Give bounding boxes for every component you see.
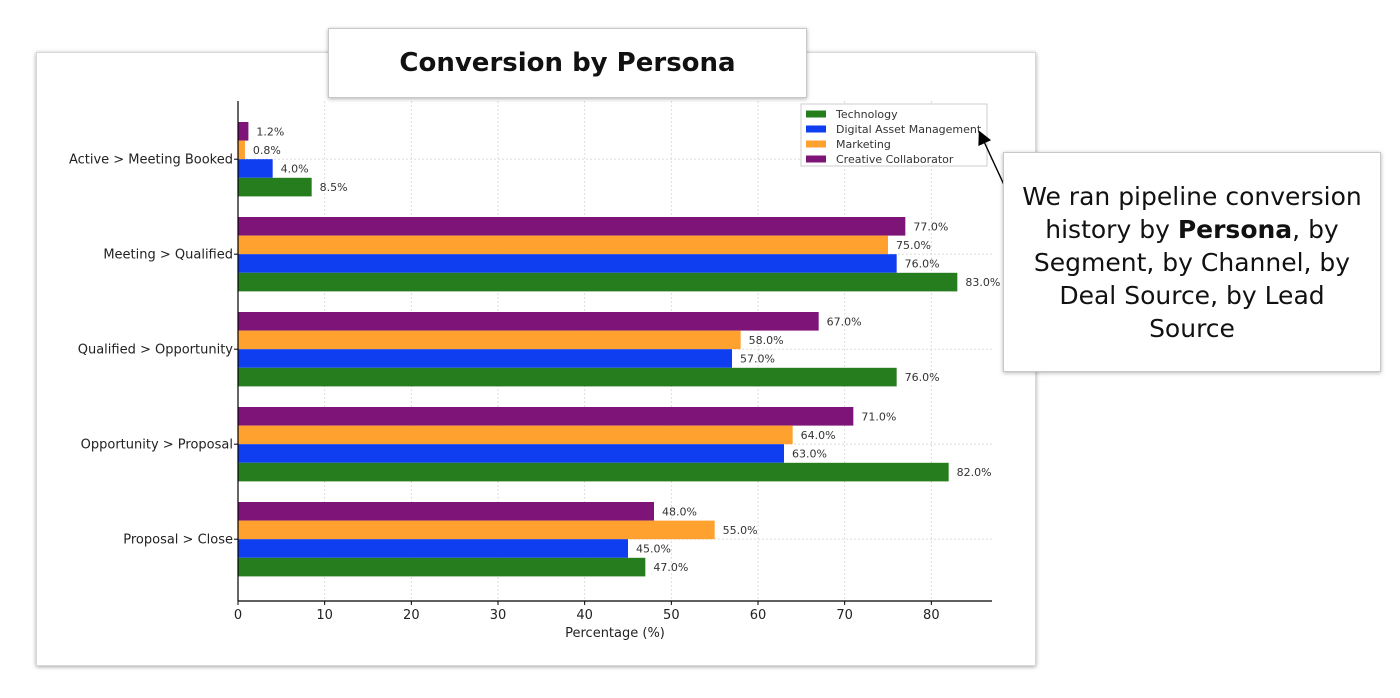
x-tick-label: 30 — [490, 608, 507, 623]
bar-technology — [238, 367, 897, 387]
bar-value-label: 45.0% — [636, 543, 671, 556]
bar-value-label: 75.0% — [896, 239, 931, 252]
bar-value-label: 8.5% — [320, 181, 348, 194]
bar-technology — [238, 177, 312, 197]
legend-entry: Digital Asset Management — [836, 123, 982, 136]
callout-line1: We ran pipeline conversion history by — [1022, 181, 1362, 244]
x-tick-label: 10 — [316, 608, 333, 623]
bar-value-label: 58.0% — [749, 334, 784, 347]
bar-digital-asset-management — [238, 349, 732, 368]
legend-entry: Technology — [835, 108, 898, 121]
bar-value-label: 77.0% — [913, 220, 948, 233]
bar-value-label: 55.0% — [723, 524, 758, 537]
bar-value-label: 82.0% — [957, 466, 992, 479]
bar-creative-collaborator — [238, 312, 819, 331]
x-tick-label: 70 — [836, 608, 853, 623]
legend-swatch — [806, 140, 826, 148]
bar-creative-collaborator — [238, 407, 854, 426]
bar-digital-asset-management — [238, 539, 628, 558]
bar-digital-asset-management — [238, 159, 273, 178]
legend-entry: Creative Collaborator — [836, 153, 954, 166]
chart-frame: 1.2% 0.8% 4.0% 8.5% 77.0% 75.0% 76.0% 83.0% 67.0… — [36, 52, 1036, 666]
bar-value-label: 57.0% — [740, 353, 775, 366]
bar-digital-asset-management — [238, 254, 897, 273]
x-tick-label: 20 — [403, 608, 420, 623]
bar-value-label: 47.0% — [653, 561, 688, 574]
bar-value-label: 76.0% — [905, 371, 940, 384]
x-axis-label: Percentage (%) — [565, 626, 665, 641]
category-tick-label: Active > Meeting Booked — [69, 153, 233, 168]
bar-marketing — [238, 330, 741, 350]
x-tick-label: 0 — [234, 608, 242, 623]
bar-technology — [238, 272, 958, 292]
bar-marketing — [238, 140, 245, 160]
x-tick-label: 60 — [750, 608, 767, 623]
x-tick-label: 40 — [576, 608, 593, 623]
bar-value-label: 48.0% — [662, 505, 697, 518]
bar-creative-collaborator — [238, 122, 249, 141]
bar-value-label: 4.0% — [281, 163, 309, 176]
bar-technology — [238, 462, 949, 482]
legend-swatch — [806, 110, 826, 118]
bar-value-label: 67.0% — [827, 315, 862, 328]
bar-creative-collaborator — [238, 217, 906, 236]
bar-value-label: 76.0% — [905, 258, 940, 271]
legend-swatch — [806, 125, 826, 133]
x-tick-label: 80 — [923, 608, 940, 623]
legend-swatch — [806, 155, 826, 163]
bar-creative-collaborator — [238, 502, 654, 521]
bar-marketing — [238, 425, 793, 445]
bar-value-label: 71.0% — [861, 410, 896, 423]
callout-text: We ran pipeline conversion history by Pe… — [1017, 180, 1367, 345]
bar-marketing — [238, 520, 715, 540]
bar-value-label: 83.0% — [965, 276, 1000, 289]
category-tick-label: Qualified > Opportunity — [78, 343, 234, 358]
legend-entry: Marketing — [836, 138, 891, 151]
category-tick-label: Proposal > Close — [123, 533, 233, 548]
category-tick-label: Meeting > Qualified — [103, 248, 233, 263]
category-tick-label: Opportunity > Proposal — [81, 438, 233, 453]
bar-value-label: 1.2% — [256, 125, 284, 138]
bar-marketing — [238, 235, 888, 255]
bar-chart: 1.2% 0.8%4.0% 8.5% 77.0% 75.0% 76.0% 83.0% 67.0… — [69, 101, 1000, 641]
bar-digital-asset-management — [238, 444, 784, 463]
callout-bold: Persona — [1177, 214, 1293, 244]
bar-technology — [238, 557, 646, 577]
bar-value-label: 63.0% — [792, 448, 827, 461]
bar-value-label: 0.8% — [253, 144, 281, 157]
callout-line2: , by Segment, by Channel, by Deal Source… — [1033, 214, 1351, 343]
x-tick-label: 50 — [663, 608, 680, 623]
chart-title: Conversion by Persona — [328, 28, 807, 98]
bar-value-label: 64.0% — [801, 429, 836, 442]
callout-box: We ran pipeline conversion history by Pe… — [1003, 152, 1381, 372]
